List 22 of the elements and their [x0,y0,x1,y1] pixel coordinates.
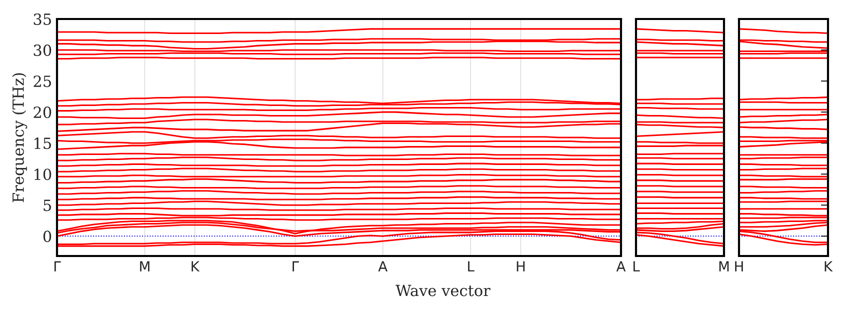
x-tick-label: Γ [54,261,61,272]
x-tick-label: L [633,261,640,272]
x-tick-label: L [468,261,474,272]
x-tick-label: H [735,261,743,272]
x-tick-label: H [516,261,525,272]
x-axis-title: Wave vector [396,284,490,296]
y-tick-label: 0 [43,230,52,242]
x-tick-label: A [616,261,626,272]
x-tick-label: M [719,261,729,272]
y-tick-label: 5 [44,200,51,212]
y-tick-label: 15 [34,138,51,150]
x-tick-label: Γ [292,261,299,272]
x-tick-label: A [378,261,388,272]
x-tick-label: K [192,261,200,272]
y-tick-label: 20 [34,106,52,118]
y-tick-label: 30 [34,44,52,56]
y-tick-label: 25 [34,76,51,88]
y-axis-title: Frequency (THz) [12,73,28,202]
y-tick-label: 35 [34,13,51,26]
x-tick-label: M [140,261,150,272]
x-tick-label: K [824,261,833,272]
y-tick-label: 10 [34,168,52,180]
